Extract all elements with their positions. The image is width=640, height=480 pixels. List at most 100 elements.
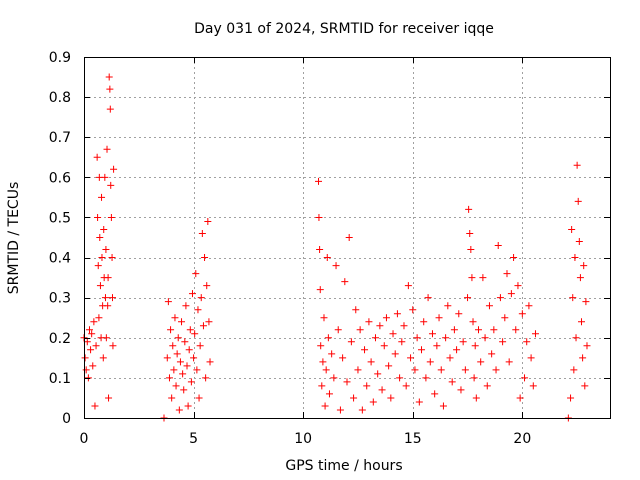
data-point [171,314,179,322]
data-point [398,338,406,346]
data-point [490,326,498,334]
data-point [336,406,344,414]
data-point [105,394,113,402]
x-tick-label: 10 [294,431,312,447]
data-point [96,282,104,290]
data-point [92,342,100,350]
data-point [422,374,430,382]
data-point [470,374,478,382]
data-point [477,358,485,366]
data-point [581,382,589,390]
data-point [315,213,323,221]
data-point [363,382,371,390]
data-point [446,354,454,362]
data-point [413,334,421,342]
data-point [510,254,518,262]
data-point [499,338,507,346]
data-point [420,318,428,326]
data-point [572,334,580,342]
data-point [378,386,386,394]
data-point [457,386,465,394]
data-point [455,310,463,318]
data-point [494,242,502,250]
y-tick-label: 0.5 [49,210,71,226]
data-point [496,294,504,302]
data-point [324,334,332,342]
data-point [85,326,93,334]
data-point [358,406,366,414]
data-point [582,298,590,306]
data-point [428,330,436,338]
data-point [573,161,581,169]
data-point [387,394,395,402]
data-point [371,334,379,342]
data-point [90,318,98,326]
data-point [108,254,116,262]
data-point [389,330,397,338]
data-point [164,298,172,306]
data-point [465,205,473,213]
data-point [202,374,210,382]
data-point [106,85,114,93]
data-point [461,366,469,374]
data-point [198,229,206,237]
data-point [172,382,180,390]
data-point [163,354,171,362]
data-point [178,318,186,326]
data-point [365,318,373,326]
data-point [439,402,447,410]
x-tick-label: 0 [80,431,89,447]
y-tick-labels: 0 0.1 0.2 0.3 0.4 0.5 0.6 0.7 0.8 0.9 [49,50,71,427]
x-tick-label: 15 [404,431,422,447]
data-point [87,346,95,354]
y-axis-title: SRMTID / TECUs [6,182,22,295]
data-point [91,402,99,410]
data-point [505,358,513,366]
data-point [167,326,175,334]
data-point [479,274,487,282]
data-point [579,354,587,362]
data-point [176,358,184,366]
data-point [361,346,369,354]
data-point [330,374,338,382]
data-point [466,229,474,237]
data-point [203,282,211,290]
data-point [407,354,415,362]
data-point [575,238,583,246]
data-point [396,374,404,382]
data-point [101,294,109,302]
data-point [471,342,479,350]
data-point [503,270,511,278]
y-tick-label: 0 [62,411,71,427]
data-point [334,326,342,334]
tick-marks [84,57,610,419]
data-point [450,326,458,334]
plot-frame [84,57,611,419]
data-point [464,294,472,302]
data-point [181,338,189,346]
data-point [391,350,399,358]
data-point [108,294,116,302]
y-tick-label: 0.7 [49,130,71,146]
data-point [185,346,193,354]
data-point [393,310,401,318]
data-point [173,350,181,358]
data-point [574,197,582,205]
data-point [475,326,482,334]
data-point [183,362,191,370]
data-point [98,254,106,262]
data-point [570,366,578,374]
data-point [469,318,477,326]
data-point [569,294,577,302]
data-point [343,378,351,386]
data-point [110,165,118,173]
data-point [453,346,461,354]
data-point [345,234,353,241]
data-point [106,105,114,113]
data-point [521,374,529,382]
data-point [104,302,112,310]
data-point [104,274,112,282]
x-axis-title: GPS time / hours [285,458,402,474]
